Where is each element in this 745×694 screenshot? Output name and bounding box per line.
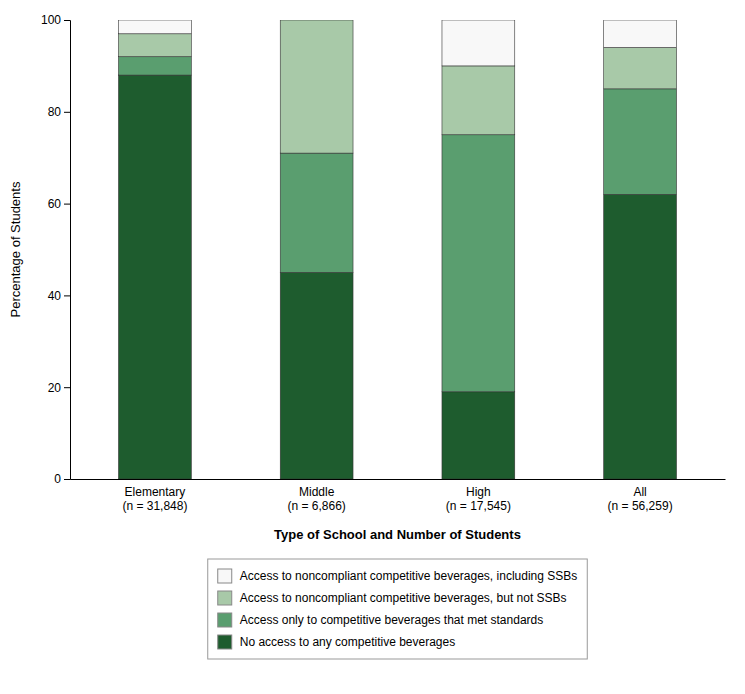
legend-swatch [218, 569, 232, 583]
tick: Middle(n = 6,866) [287, 479, 345, 513]
bar [280, 20, 353, 153]
legend-swatch [218, 613, 232, 627]
tick-label: High(n = 17,545) [446, 485, 511, 513]
bar [442, 135, 515, 392]
tick-mark [64, 479, 70, 480]
legend-label: Access to noncompliant competitive bever… [240, 591, 567, 605]
axis-line [71, 479, 726, 480]
y-axis: 0 20 40 60 80 100 [41, 13, 71, 486]
tick: 60 [48, 197, 70, 211]
bar [604, 48, 677, 89]
tick: 0 [54, 472, 70, 486]
bar [604, 20, 677, 48]
x-axis-title: Type of School and Number of Students [274, 527, 521, 542]
tick-label-line: Elementary [125, 485, 186, 499]
tick-label-line: (n = 17,545) [446, 499, 511, 513]
axis-line [64, 21, 71, 480]
bar [119, 20, 192, 34]
tick: 80 [48, 105, 70, 119]
tick: 100 [41, 13, 70, 27]
tick-mark [64, 295, 70, 296]
bar [442, 66, 515, 135]
y-axis-title: Percentage of Students [8, 181, 23, 317]
bar [280, 20, 353, 21]
tick-label: Elementary(n = 31,848) [122, 485, 187, 513]
bar [604, 89, 677, 195]
tick: Elementary(n = 31,848) [122, 479, 187, 513]
tick-mark [64, 204, 70, 205]
tick-mark [64, 387, 70, 388]
bars [119, 20, 677, 479]
tick-label-line: Middle [299, 485, 335, 499]
tick-label: 60 [48, 197, 62, 211]
bar [119, 34, 192, 57]
bar [442, 392, 515, 479]
legend: Access to noncompliant competitive bever… [208, 559, 588, 659]
tick-label: 0 [54, 472, 61, 486]
plot: 0 20 40 60 80 100 Elementary(n = 31,848) Middle… [41, 13, 726, 513]
tick-label: 40 [48, 289, 62, 303]
bar [604, 194, 677, 479]
legend-label: No access to any competitive beverages [240, 635, 455, 649]
tick-label: 100 [41, 13, 61, 27]
chart: 0 20 40 60 80 100 Elementary(n = 31,848) Middle… [0, 0, 745, 694]
legend-label: Access to noncompliant competitive bever… [240, 569, 578, 583]
bar [280, 153, 353, 272]
tick-label-line: High [466, 485, 491, 499]
tick-mark [64, 112, 70, 113]
bar [280, 272, 353, 479]
series [119, 20, 677, 153]
bar [119, 75, 192, 479]
tick-label: 80 [48, 105, 62, 119]
tick: High(n = 17,545) [446, 479, 511, 513]
tick-label-line: All [633, 485, 646, 499]
tick: 20 [48, 381, 70, 395]
tick-label-line: (n = 56,259) [608, 499, 673, 513]
x-axis: Elementary(n = 31,848) Middle(n = 6,866) H… [71, 479, 726, 513]
tick-label: All(n = 56,259) [608, 485, 673, 513]
tick-label: Middle(n = 6,866) [287, 485, 345, 513]
tick-label-line: (n = 6,866) [287, 499, 345, 513]
bar [442, 20, 515, 66]
legend-label: Access only to competitive beverages tha… [240, 613, 544, 627]
legend-frame [208, 559, 588, 659]
bar [119, 57, 192, 75]
tick-label: 20 [48, 381, 62, 395]
tick: All(n = 56,259) [608, 479, 673, 513]
legend-swatch [218, 591, 232, 605]
legend-swatch [218, 635, 232, 649]
series [119, 20, 677, 66]
series [119, 57, 677, 392]
tick-mark [64, 20, 70, 21]
tick-label-line: (n = 31,848) [122, 499, 187, 513]
tick: 40 [48, 289, 70, 303]
series [119, 75, 677, 479]
